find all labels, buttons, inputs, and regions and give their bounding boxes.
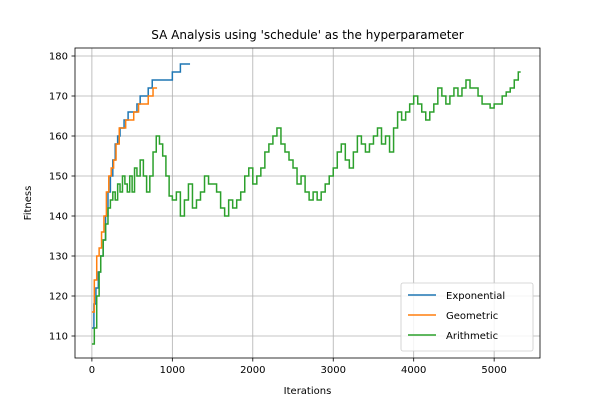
x-tick-label: 5000	[481, 365, 506, 376]
legend-box	[400, 282, 534, 352]
x-axis-label: Iterations	[284, 386, 332, 397]
plot-frame	[74, 47, 541, 359]
x-tick-label: 1000	[160, 365, 185, 376]
ticks: 0 1000 2000 3000 4000 5000 110 120 130 140 150 160 1…	[49, 52, 507, 377]
chart-title: SA Analysis using 'schedule' as the hype…	[151, 28, 464, 42]
x-tick-label: 4000	[401, 365, 426, 376]
x-tick-label: 3000	[321, 365, 346, 376]
y-tick-label: 180	[49, 52, 68, 63]
legend: Exponential Geometric Arithmetic	[400, 282, 534, 352]
y-tick-label: 110	[49, 332, 68, 343]
x-tick-label: 0	[89, 365, 95, 376]
y-tick-label: 130	[49, 252, 68, 263]
series-layer	[91, 63, 521, 345]
series-line-arithmetic	[91, 71, 521, 345]
legend-label-geometric: Geometric	[446, 311, 498, 322]
x-tick-label: 2000	[240, 365, 265, 376]
y-tick-label: 160	[49, 132, 68, 143]
y-tick-label: 150	[49, 172, 68, 183]
y-tick-label: 140	[49, 212, 68, 223]
y-axis-label: Fitness	[23, 186, 34, 221]
y-tick-label: 170	[49, 92, 68, 103]
legend-label-exponential: Exponential	[446, 291, 505, 302]
legend-label-arithmetic: Arithmetic	[446, 331, 498, 342]
y-tick-label: 120	[49, 292, 68, 303]
grid	[75, 48, 540, 358]
series-line-geometric	[91, 87, 158, 313]
